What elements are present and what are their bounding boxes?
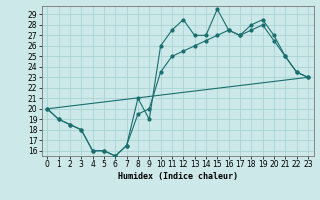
- X-axis label: Humidex (Indice chaleur): Humidex (Indice chaleur): [118, 172, 237, 181]
